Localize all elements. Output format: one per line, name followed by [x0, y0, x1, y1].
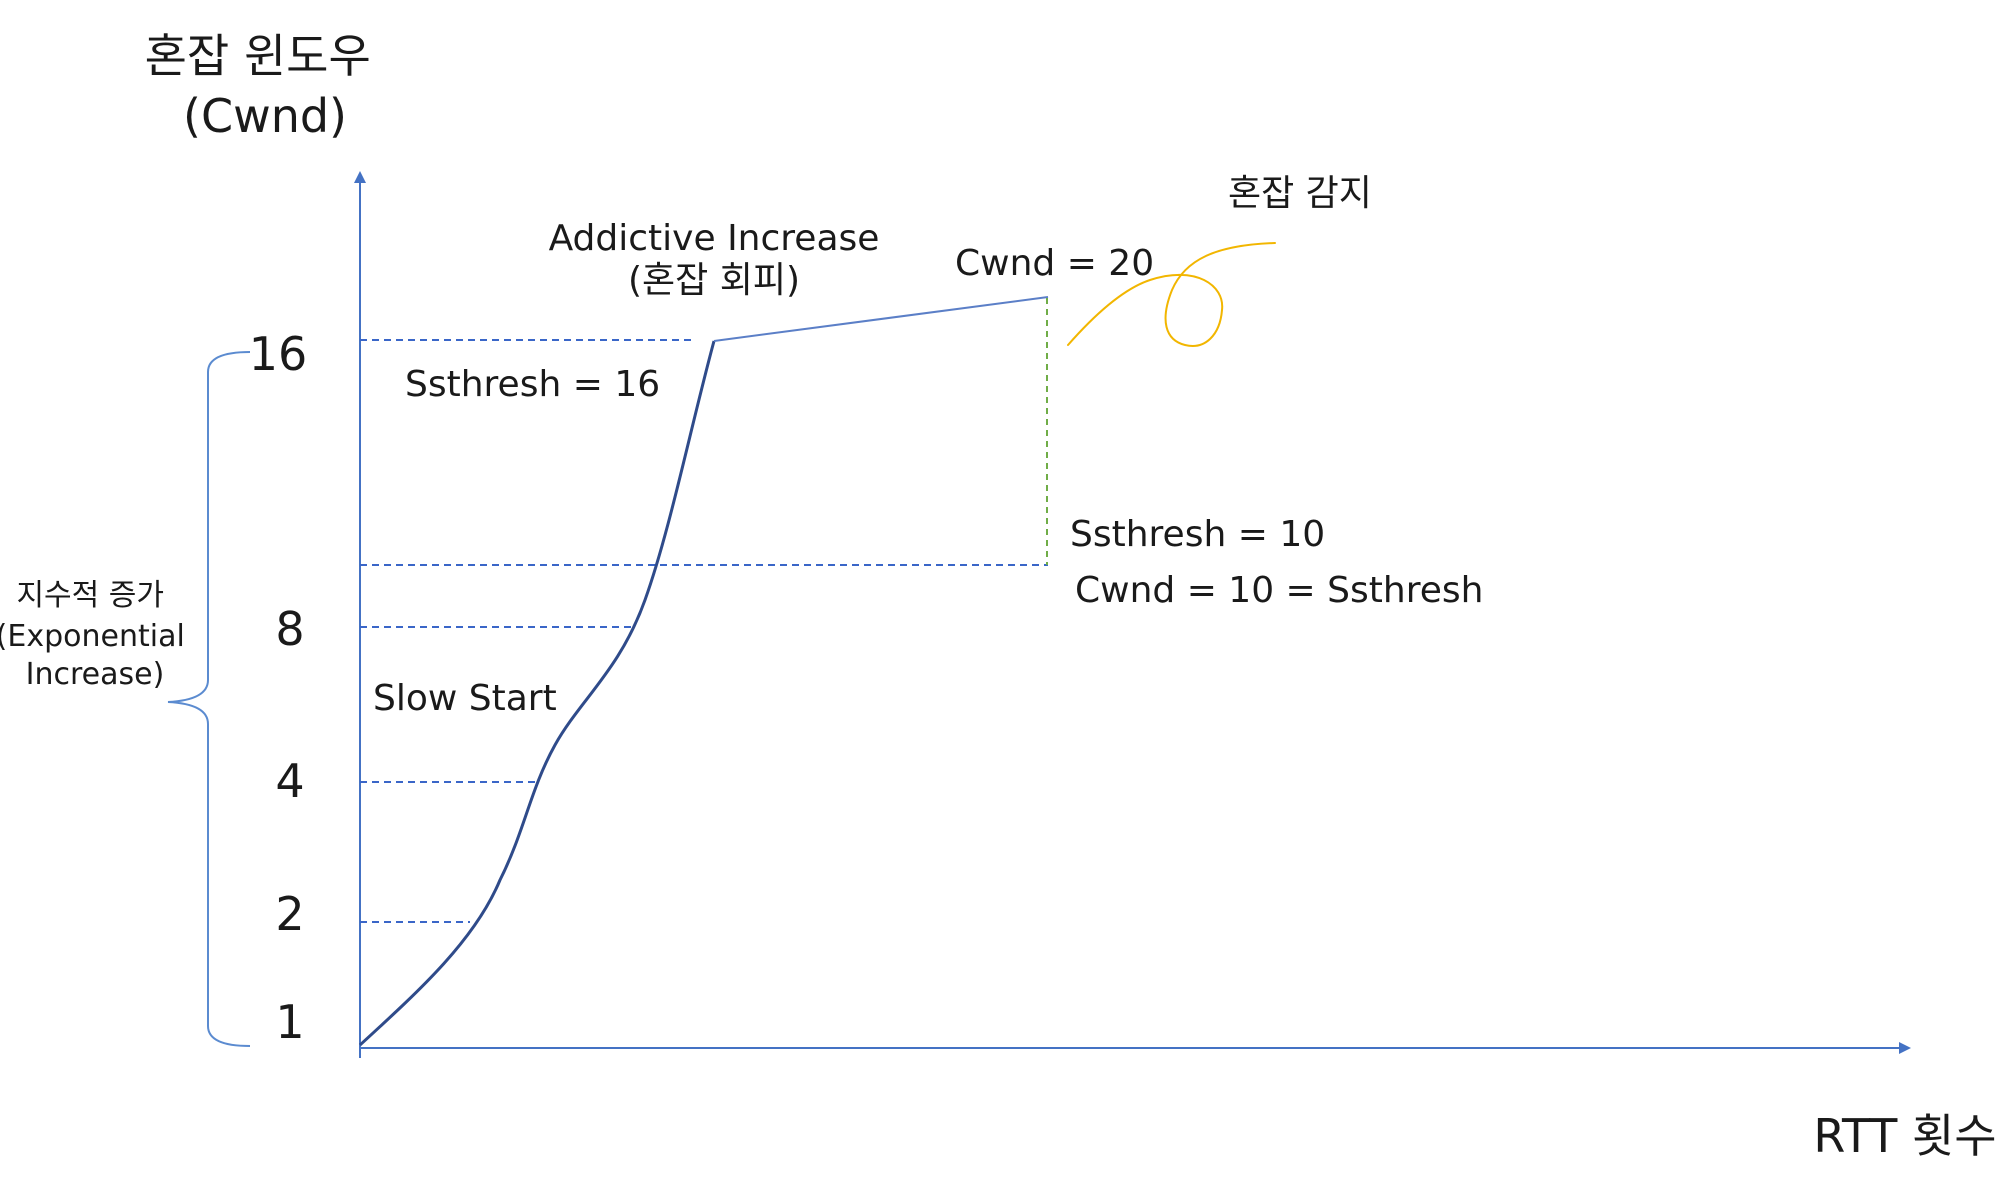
y-tick-4: 4 [275, 754, 304, 808]
exponential-brace [167, 351, 251, 1047]
cwnd-reset-label: Cwnd = 10 = Ssthresh [1075, 570, 1483, 611]
y-axis-title-line-2: (Cwnd) [183, 89, 347, 143]
slow-start-label: Slow Start [373, 678, 557, 719]
additive-increase-subtitle: (혼잡 회피) [628, 260, 800, 301]
exponential-increase-label: 지수적 증가 (Exponential Increase) [0, 578, 194, 692]
brace-label-line-3: Increase) [26, 657, 165, 692]
x-axis-title: RTT 횟수 [1813, 1109, 1996, 1163]
ssthresh-initial-label: Ssthresh = 16 [405, 364, 660, 405]
y-axis-title-line-1: 혼잡 윈도우 [145, 29, 371, 83]
additive-increase-title: Addictive Increase [549, 218, 880, 259]
y-axis-title: 혼잡 윈도우 (Cwnd) [145, 29, 386, 143]
additive-increase-line [713, 296, 1049, 342]
cwnd-peak-label: Cwnd = 20 [955, 243, 1154, 284]
y-tick-16: 16 [249, 327, 308, 381]
congestion-sketch-icon [1067, 242, 1276, 347]
slow-start-curve [358, 340, 716, 1047]
y-tick-2: 2 [275, 887, 304, 941]
y-tick-8: 8 [275, 602, 304, 656]
brace-label-line-1: 지수적 증가 [16, 578, 164, 613]
congestion-detect-label: 혼잡 감지 [1228, 173, 1372, 214]
brace-label-line-2: (Exponential [0, 619, 185, 654]
ssthresh-new-label: Ssthresh = 10 [1070, 514, 1325, 555]
y-tick-1: 1 [275, 995, 304, 1049]
